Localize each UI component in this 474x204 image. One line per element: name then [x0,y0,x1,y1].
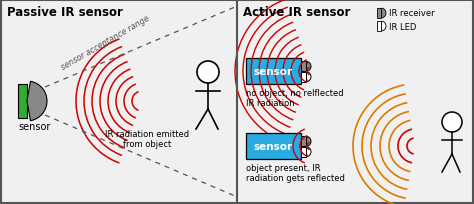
Text: object present, IR
radiation gets reflected: object present, IR radiation gets reflec… [246,163,345,183]
Wedge shape [306,62,311,72]
Wedge shape [306,73,311,82]
Text: IR radiation emitted
from object: IR radiation emitted from object [105,129,189,149]
Bar [301,62,306,72]
Text: sensor: sensor [18,121,50,131]
Bar [246,59,301,85]
Text: sensor acceptance range: sensor acceptance range [59,14,151,72]
Wedge shape [306,137,311,146]
Bar [246,133,301,159]
Text: sensor: sensor [254,67,293,77]
Bar [301,147,306,157]
Wedge shape [381,9,386,19]
Text: Active IR sensor: Active IR sensor [243,6,350,19]
Circle shape [197,62,219,84]
Text: sensor: sensor [254,141,293,151]
Wedge shape [381,22,386,32]
Bar [301,72,306,82]
Bar [377,22,381,32]
Wedge shape [27,82,47,121]
Wedge shape [306,147,311,157]
Bar [18,85,27,118]
Text: no object, no relflected
IR radiation: no object, no relflected IR radiation [246,89,344,108]
Text: Passive IR sensor: Passive IR sensor [7,6,123,19]
Bar [301,137,306,147]
Circle shape [442,112,462,132]
Text: IR LED: IR LED [389,22,416,31]
Bar [377,9,381,19]
Text: IR receiver: IR receiver [389,9,435,18]
